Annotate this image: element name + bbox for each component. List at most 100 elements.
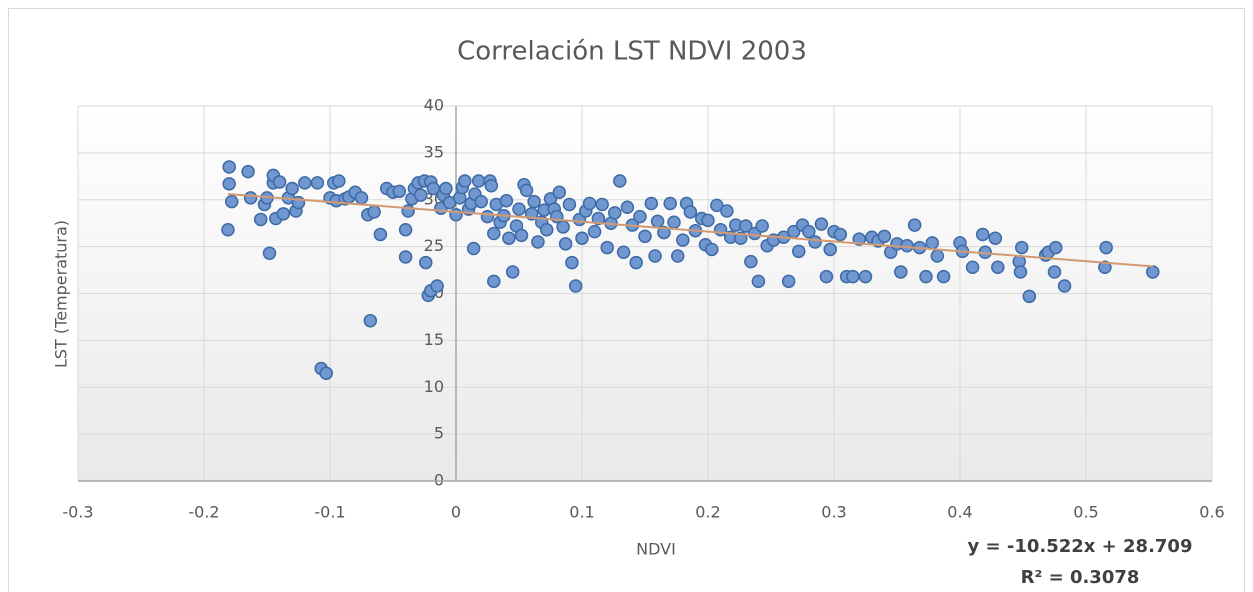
x-tick-label: 0 bbox=[451, 503, 461, 522]
data-point bbox=[833, 227, 848, 242]
data-point bbox=[398, 250, 413, 264]
data-point bbox=[676, 233, 690, 247]
data-point bbox=[298, 176, 312, 190]
data-point bbox=[858, 269, 873, 284]
data-point bbox=[562, 197, 577, 212]
data-point bbox=[262, 246, 277, 260]
data-point bbox=[591, 211, 606, 226]
y-axis-label: LST (Temperatura) bbox=[52, 220, 71, 368]
data-point bbox=[222, 177, 236, 191]
data-point bbox=[877, 229, 892, 244]
data-point bbox=[552, 185, 567, 199]
data-point bbox=[705, 242, 719, 257]
data-point bbox=[755, 219, 769, 233]
data-point bbox=[285, 181, 299, 196]
data-point bbox=[1057, 279, 1072, 293]
data-point bbox=[253, 212, 268, 227]
data-point bbox=[633, 209, 647, 224]
data-point bbox=[392, 184, 407, 199]
x-tick-label: 0.4 bbox=[947, 503, 972, 522]
data-point bbox=[802, 224, 816, 239]
data-point bbox=[224, 194, 239, 209]
data-point bbox=[988, 231, 1003, 245]
data-point bbox=[1013, 265, 1028, 279]
data-point bbox=[644, 196, 659, 211]
data-point bbox=[930, 249, 945, 263]
data-point bbox=[514, 228, 529, 243]
data-point bbox=[419, 255, 433, 270]
data-point bbox=[439, 181, 453, 196]
data-point bbox=[558, 237, 573, 251]
data-point bbox=[310, 176, 325, 190]
x-tick-label: 0.5 bbox=[1073, 503, 1098, 522]
data-point bbox=[243, 191, 258, 205]
x-tick-label: -0.3 bbox=[62, 503, 93, 522]
data-point bbox=[430, 279, 444, 293]
data-point bbox=[484, 178, 499, 193]
data-point bbox=[823, 242, 837, 257]
data-point bbox=[608, 206, 622, 220]
data-point bbox=[1014, 240, 1029, 255]
data-point bbox=[671, 249, 685, 263]
data-point bbox=[367, 205, 381, 219]
data-point bbox=[568, 279, 583, 293]
x-tick-label: 0.6 bbox=[1199, 503, 1224, 522]
data-point bbox=[616, 245, 631, 259]
data-point bbox=[620, 200, 635, 214]
data-point bbox=[222, 160, 236, 174]
data-point bbox=[241, 164, 255, 179]
data-point bbox=[965, 260, 980, 274]
data-point bbox=[1098, 260, 1112, 274]
x-tick-label: 0.3 bbox=[821, 503, 846, 522]
chart-title: Correlación LST NDVI 2003 bbox=[457, 37, 807, 67]
y-tick-label: 10 bbox=[424, 377, 444, 396]
data-point bbox=[814, 217, 829, 231]
data-point bbox=[907, 218, 922, 232]
data-point bbox=[936, 269, 951, 284]
data-point bbox=[852, 232, 866, 246]
data-point bbox=[683, 205, 698, 219]
data-point bbox=[925, 236, 940, 250]
trendline-equation: y = -10.522x + 28.709 bbox=[968, 536, 1193, 557]
data-point bbox=[276, 207, 291, 221]
data-point bbox=[582, 196, 597, 211]
data-point bbox=[565, 255, 579, 270]
data-point bbox=[894, 265, 908, 279]
y-tick-label: 25 bbox=[424, 236, 444, 255]
data-point bbox=[638, 229, 652, 244]
data-point bbox=[648, 249, 662, 263]
data-point bbox=[413, 188, 428, 202]
x-tick-label: -0.1 bbox=[314, 503, 345, 522]
data-point bbox=[499, 193, 514, 208]
data-point bbox=[744, 254, 758, 269]
data-point bbox=[600, 240, 614, 255]
x-axis-label: NDVI bbox=[636, 540, 676, 559]
data-point bbox=[332, 174, 346, 188]
data-point bbox=[919, 269, 933, 284]
data-point bbox=[272, 175, 287, 189]
data-point bbox=[512, 202, 526, 216]
data-point bbox=[751, 274, 766, 289]
data-point bbox=[1022, 289, 1037, 304]
data-point bbox=[587, 224, 602, 239]
data-point bbox=[487, 226, 501, 241]
x-tick-label: 0.1 bbox=[569, 503, 594, 522]
trendline bbox=[227, 193, 1153, 268]
data-point bbox=[657, 225, 671, 240]
y-tick-label: 15 bbox=[424, 330, 444, 349]
data-point bbox=[629, 255, 643, 270]
data-point bbox=[1047, 265, 1062, 279]
data-point bbox=[808, 235, 822, 249]
data-point bbox=[791, 244, 806, 259]
data-point bbox=[667, 215, 681, 229]
y-tick-label: 35 bbox=[424, 142, 444, 161]
x-tick-label: 0.2 bbox=[695, 503, 720, 522]
data-point bbox=[480, 209, 495, 224]
data-point bbox=[354, 191, 369, 205]
data-point bbox=[781, 274, 796, 289]
data-point bbox=[613, 174, 627, 188]
data-point bbox=[502, 231, 516, 245]
data-point bbox=[819, 269, 834, 284]
data-point bbox=[474, 194, 488, 209]
